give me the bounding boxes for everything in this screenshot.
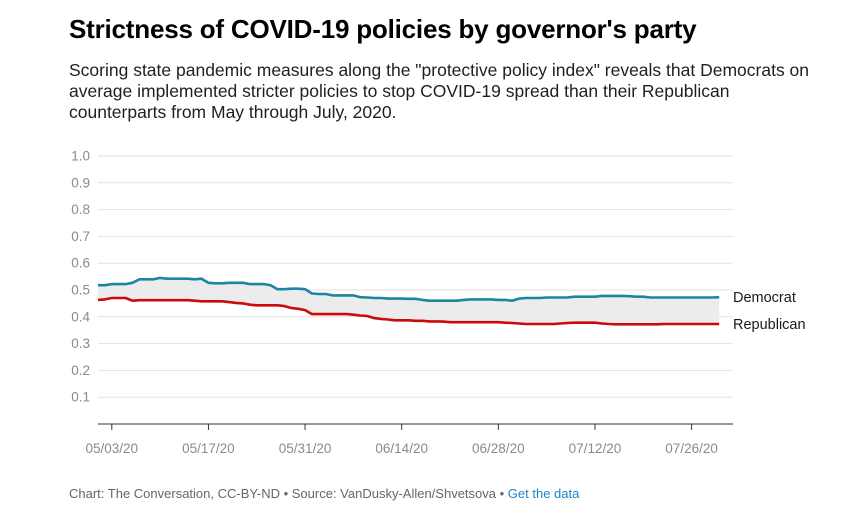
republican-series-line xyxy=(97,296,720,326)
x-tick-label: 05/31/20 xyxy=(279,441,332,456)
y-tick-label: 0.9 xyxy=(71,175,90,190)
democrat-series-line xyxy=(98,276,720,302)
x-tick-label: 05/03/20 xyxy=(86,441,139,456)
y-tick-label: 0.7 xyxy=(71,229,90,244)
y-tick-label: 0.6 xyxy=(71,256,90,271)
y-tick-label: 0.5 xyxy=(71,283,90,298)
chart-subtitle: Scoring state pandemic measures along th… xyxy=(69,60,810,122)
grid-layer xyxy=(98,155,733,430)
line-chart: 1.0 0.9 0.8 0.7 0.6 0.5 0.4 0.3 0.2 0.1 05/03/20 05… xyxy=(71,149,805,457)
y-tick-label: 0.1 xyxy=(71,390,90,405)
x-tick-label: 07/26/20 xyxy=(665,441,718,456)
x-tick-label: 06/14/20 xyxy=(375,441,428,456)
get-data-link[interactable]: Get the data xyxy=(507,486,580,501)
chart-title: Strictness of COVID-19 policies by gover… xyxy=(69,14,697,44)
chart-footer: Chart: The Conversation, CC-BY-ND • Sour… xyxy=(69,486,579,501)
line-layer xyxy=(97,276,720,326)
y-tick-label: 0.3 xyxy=(71,336,90,351)
y-tick-label: 0.2 xyxy=(71,363,90,378)
y-tick-label: 1.0 xyxy=(71,149,90,164)
x-tick-label: 05/17/20 xyxy=(182,441,235,456)
democrat-series-label: Democrat xyxy=(733,290,796,306)
y-tick-label: 0.4 xyxy=(71,309,90,324)
republican-series-label: Republican xyxy=(733,317,806,333)
band-layer xyxy=(98,277,720,325)
x-tick-label: 07/12/20 xyxy=(569,441,622,456)
x-tick-label: 06/28/20 xyxy=(472,441,525,456)
y-tick-label: 0.8 xyxy=(71,202,90,217)
credit-text: Chart: The Conversation, CC-BY-ND • Sour… xyxy=(69,486,508,501)
difference-band xyxy=(98,277,720,325)
label-layer: 1.0 0.9 0.8 0.7 0.6 0.5 0.4 0.3 0.2 0.1 05/03/20 05… xyxy=(71,149,805,457)
